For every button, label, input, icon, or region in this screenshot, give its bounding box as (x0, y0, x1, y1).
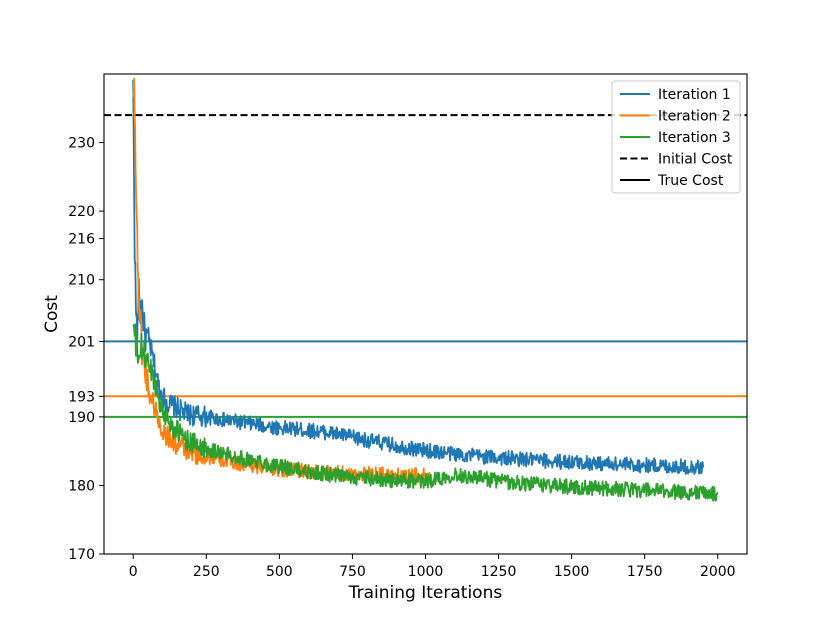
x-tick-label: 750 (339, 564, 366, 580)
y-tick-label: 230 (68, 136, 95, 152)
x-tick-label: 1000 (408, 564, 444, 580)
y-tick-label: 193 (68, 389, 95, 405)
y-tick-label: 216 (68, 232, 95, 248)
series-line-1 (132, 79, 705, 475)
y-tick-label: 210 (68, 273, 95, 289)
y-tick-label: 180 (68, 478, 95, 494)
y-tick-label: 220 (68, 204, 95, 220)
legend-label: Iteration 3 (658, 130, 731, 146)
legend-label: True Cost (657, 173, 724, 189)
x-tick-label: 1250 (481, 564, 517, 580)
legend-box (611, 80, 741, 194)
x-tick-label: 0 (129, 564, 138, 580)
x-tick-label: 500 (266, 564, 293, 580)
y-tick-label: 190 (68, 410, 95, 426)
x-tick-label: 250 (193, 564, 220, 580)
legend-label: Iteration 2 (658, 109, 731, 125)
legend: Iteration 1 Iteration 2 Iteration 3 Initial… (611, 80, 741, 194)
series-line-3 (132, 323, 719, 502)
x-axis-title: Training Iterations (348, 583, 503, 603)
legend-label: Iteration 1 (658, 87, 731, 103)
labels: Training Iterations Cost (42, 295, 502, 603)
x-tick-label: 1500 (554, 564, 590, 580)
plot-area (104, 77, 747, 502)
y-axis-title: Cost (42, 295, 62, 333)
y-tick-label: 201 (68, 334, 95, 350)
legend-label: Initial Cost (658, 152, 733, 168)
x-tick-label: 2000 (700, 564, 736, 580)
axes: 0 250 500 750 1000 1250 1500 1750 2000 170 180 190 1… (68, 73, 748, 580)
x-tick-label: 1750 (627, 564, 663, 580)
y-tick-label: 170 (68, 547, 95, 563)
